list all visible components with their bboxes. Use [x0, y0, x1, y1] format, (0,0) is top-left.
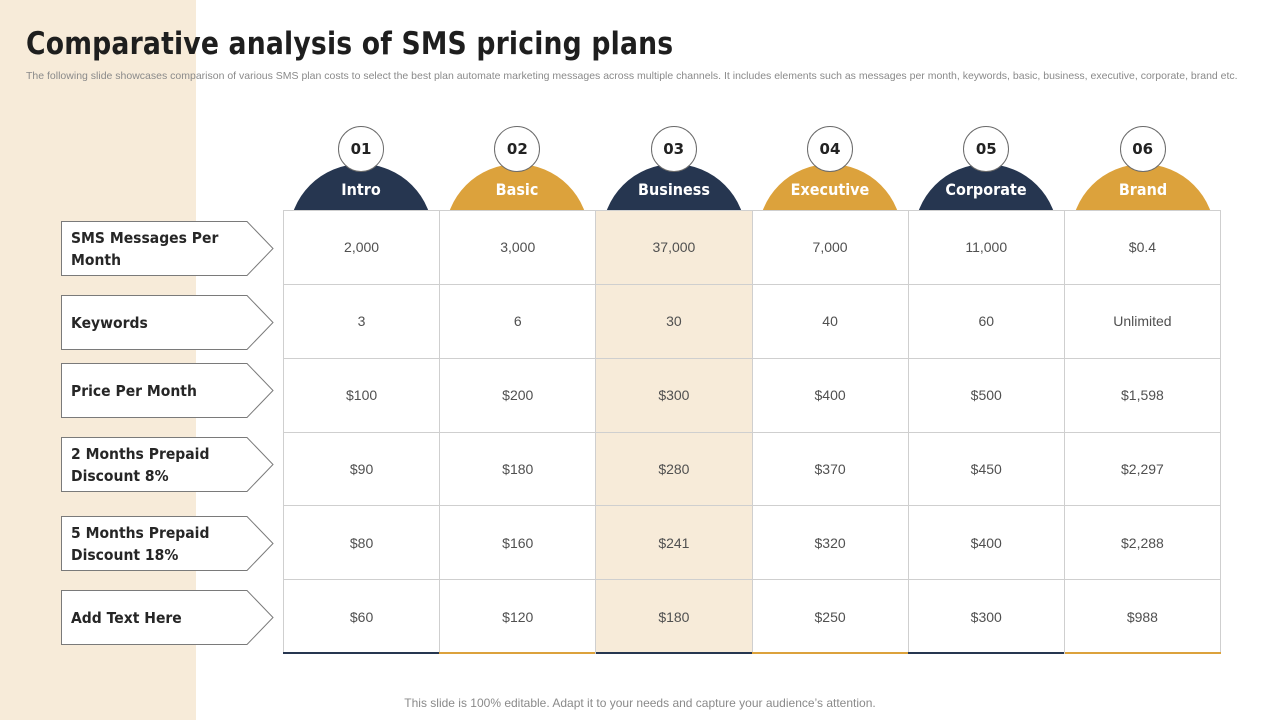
row-label-arrow-shape — [61, 295, 274, 350]
page-title: Comparative analysis of SMS pricing plan… — [26, 26, 674, 62]
table-cell: $0.4 — [1064, 211, 1221, 285]
table-cell: 2,000 — [284, 211, 441, 285]
table-cell: $180 — [596, 580, 753, 654]
footer-note: This slide is 100% editable. Adapt it to… — [404, 696, 876, 710]
table-cell: $400 — [752, 358, 909, 433]
table-cell: $988 — [1064, 580, 1221, 654]
table-cell: $80 — [284, 506, 441, 581]
table-cell: 60 — [908, 284, 1065, 359]
table-cell: Unlimited — [1064, 284, 1221, 359]
row-label-text: Price Per Month — [71, 381, 197, 400]
plan-number-badge: 02 — [494, 126, 541, 172]
column-bottom-bar — [751, 652, 908, 654]
table-cell: $400 — [908, 506, 1065, 581]
plan-name: Business — [637, 180, 710, 199]
table-cell: $160 — [440, 506, 597, 581]
pricing-table: 2,000 3,000 37,000 7,000 11,000 $0.4 3 6 30 40 60 U… — [283, 210, 1221, 654]
table-cell: $180 — [440, 432, 597, 507]
table-cell: 37,000 — [596, 211, 753, 285]
column-bottom-bar — [595, 652, 752, 654]
row-label-text: SMS Messages Per Month — [71, 228, 219, 269]
table-cell: 7,000 — [752, 211, 909, 285]
plan-name: Executive — [790, 180, 870, 199]
table-cell: $300 — [596, 358, 753, 433]
table-cell: $280 — [596, 432, 753, 507]
row-label: 2 Months Prepaid Discount 8% — [61, 437, 275, 492]
row-label-arrow-shape — [61, 363, 274, 418]
row-label: Add Text Here — [61, 590, 275, 645]
table-cell: 6 — [440, 284, 597, 359]
plan-name: Basic — [495, 180, 539, 199]
plan-number-badge: 04 — [806, 126, 853, 172]
table-cell: 30 — [596, 284, 753, 359]
column-bottom-bar — [1064, 652, 1221, 654]
plan-name: Corporate — [945, 180, 1027, 199]
row-label-arrow-shape — [61, 590, 274, 645]
row-label-text: Keywords — [71, 313, 148, 332]
table-cell: 3,000 — [440, 211, 597, 285]
table-cell: $100 — [284, 358, 441, 433]
table-cell: $120 — [440, 580, 597, 654]
table-cell: $241 — [596, 506, 753, 581]
row-label: Keywords — [61, 295, 275, 350]
plan-number-badge: 01 — [338, 126, 384, 172]
plan-number-badge: 06 — [1119, 126, 1166, 172]
row-label-text: 2 Months Prepaid Discount 8% — [71, 444, 210, 485]
table-cell: $370 — [752, 432, 909, 507]
table-cell: $450 — [908, 432, 1065, 507]
table-cell: $2,288 — [1064, 506, 1221, 581]
plan-name: Brand — [1118, 180, 1167, 199]
page-subtitle: The following slide showcases comparison… — [26, 70, 1238, 82]
row-label-text: Add Text Here — [71, 608, 182, 627]
table-cell: 40 — [752, 284, 909, 359]
plan-name: Intro — [341, 180, 381, 199]
table-cell: 11,000 — [908, 211, 1065, 285]
row-label-text: 5 Months Prepaid Discount 18% — [71, 523, 210, 564]
table-cell: $90 — [284, 432, 441, 507]
table-cell: $60 — [284, 580, 441, 654]
plan-number-badge: 03 — [650, 126, 697, 172]
column-bottom-bar — [283, 652, 439, 654]
row-label: 5 Months Prepaid Discount 18% — [61, 516, 275, 571]
table-cell: $300 — [908, 580, 1065, 654]
table-cell: $200 — [440, 358, 597, 433]
table-cell: $320 — [752, 506, 909, 581]
row-label: SMS Messages Per Month — [61, 221, 275, 276]
plan-header: Executive — [752, 125, 908, 211]
row-label-arrow-shape — [61, 516, 274, 571]
column-bottom-bar — [908, 652, 1065, 654]
table-cell: 3 — [284, 284, 441, 359]
table-cell: $250 — [752, 580, 909, 654]
table-cell: $2,297 — [1064, 432, 1221, 507]
plan-number-badge: 05 — [963, 126, 1010, 172]
table-cell: $1,598 — [1064, 358, 1221, 433]
row-label-arrow-shape — [61, 221, 274, 276]
row-label-arrow-shape — [61, 437, 274, 492]
column-bottom-bar — [439, 652, 596, 654]
row-label: Price Per Month — [61, 363, 275, 418]
table-cell: $500 — [908, 358, 1065, 433]
